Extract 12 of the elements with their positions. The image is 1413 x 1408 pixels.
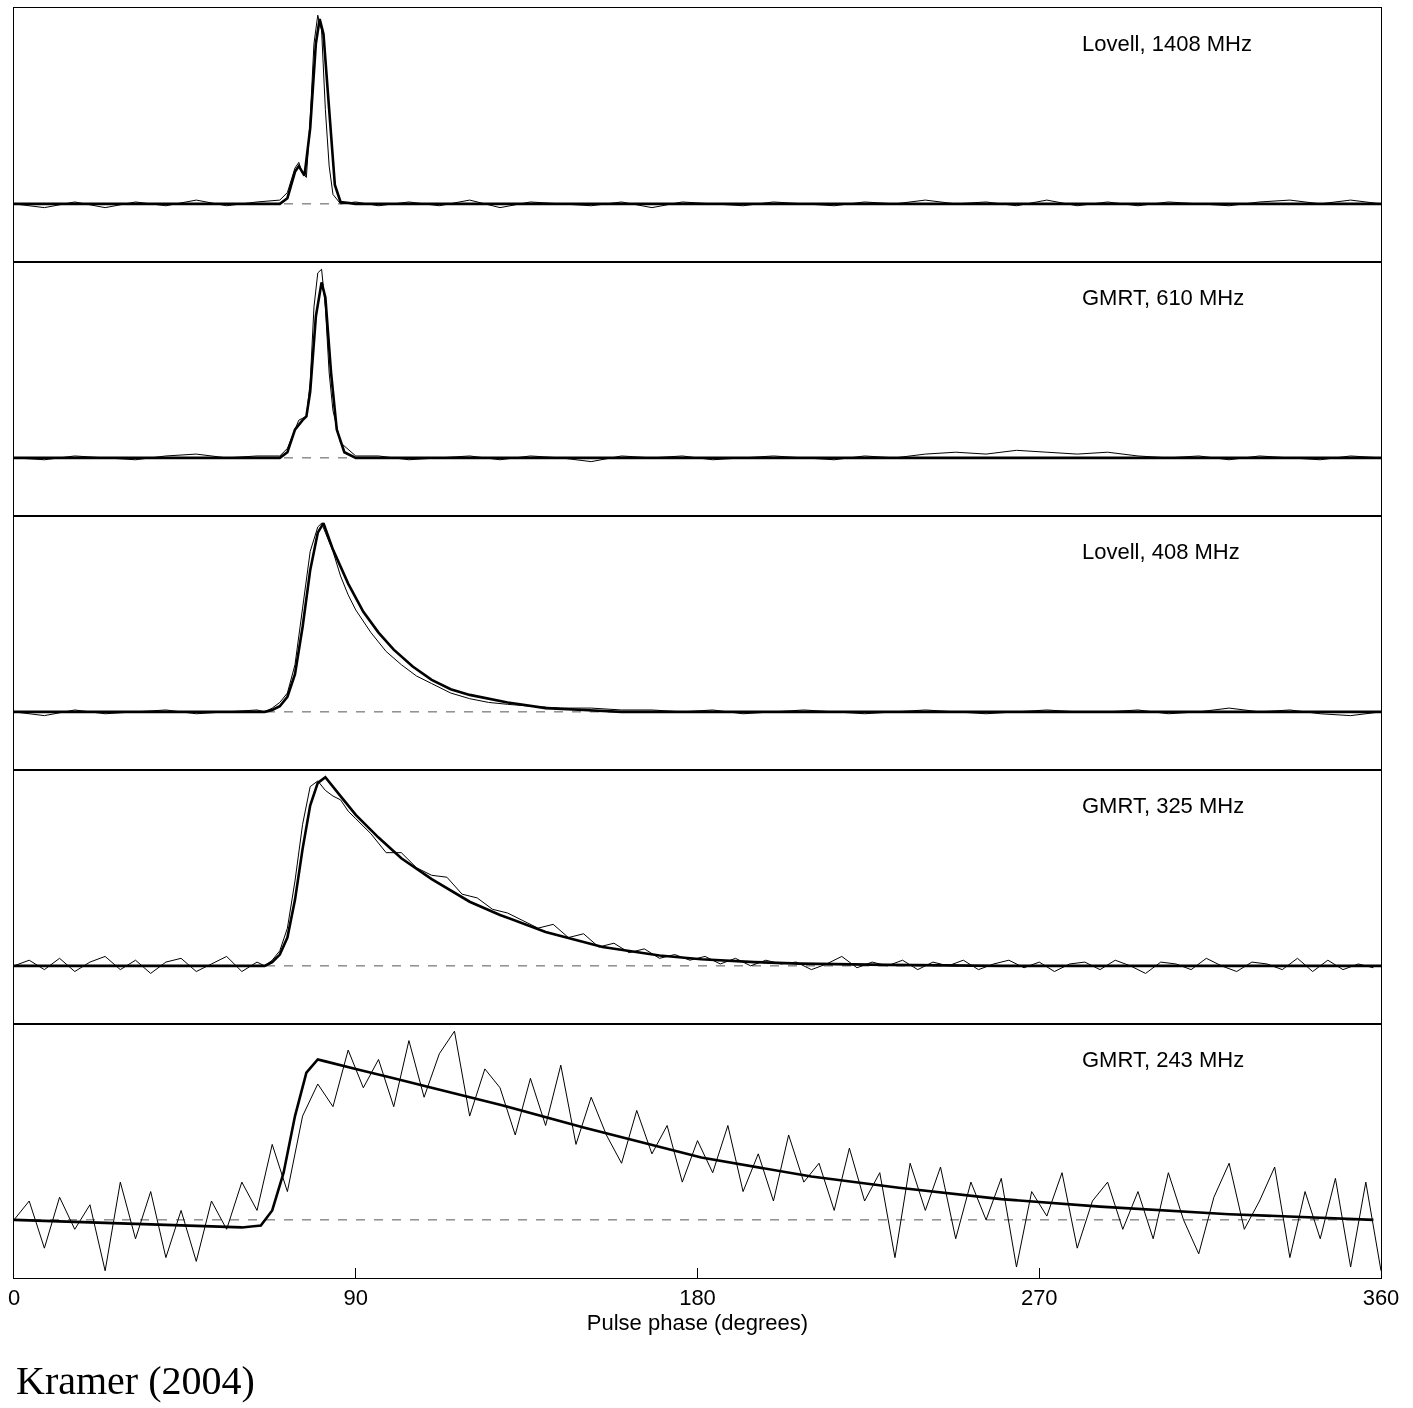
annotation: GMRT, 325 MHz bbox=[1082, 793, 1245, 818]
annotation: Lovell, 1408 MHz bbox=[1082, 31, 1252, 56]
annotation: GMRT, 243 MHz bbox=[1082, 1047, 1245, 1072]
x-tick-label: 90 bbox=[343, 1285, 368, 1311]
annotation: Lovell, 408 MHz bbox=[1082, 539, 1240, 564]
annotation: GMRT, 610 MHz bbox=[1082, 285, 1245, 310]
x-tick-label: 0 bbox=[7, 1285, 21, 1311]
x-tick-label: 180 bbox=[679, 1285, 716, 1311]
x-tick-label: 360 bbox=[1362, 1285, 1400, 1311]
text: Kramer (2004) bbox=[16, 1358, 255, 1403]
x-tick-label: 270 bbox=[1020, 1285, 1058, 1311]
x-axis-title: Pulse phase (degrees) bbox=[586, 1310, 809, 1336]
